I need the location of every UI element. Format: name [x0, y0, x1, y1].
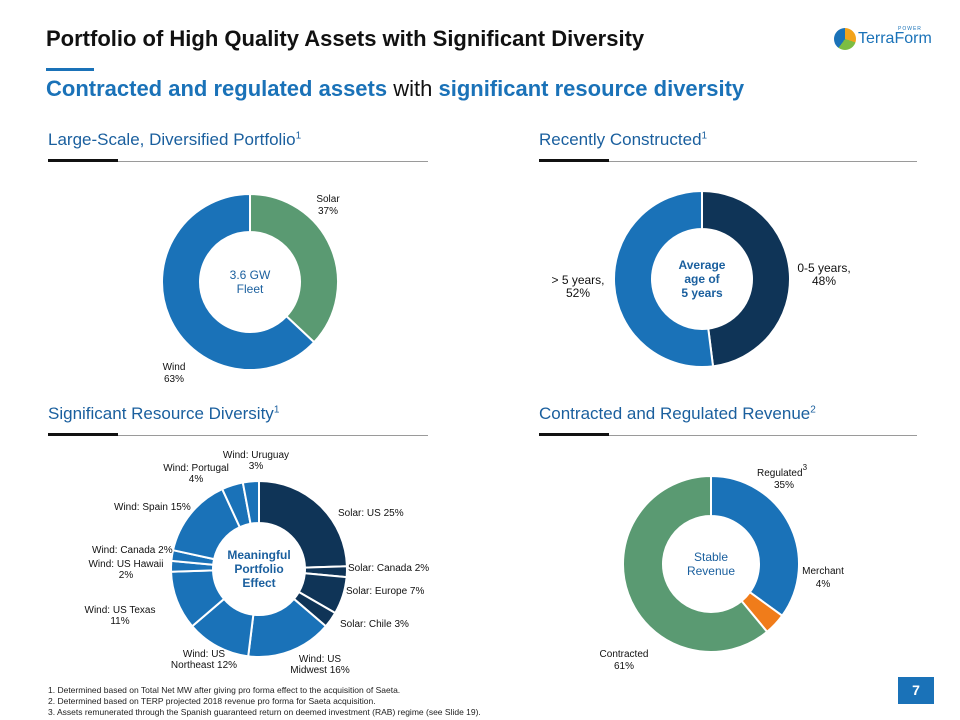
slice-label-wind-spain: Wind: Spain 15% — [114, 502, 191, 513]
slice-label-solar-us: Solar: US 25% — [338, 508, 404, 519]
donut-slice-1 — [161, 192, 316, 371]
title-rule — [46, 68, 94, 71]
slice-label-solar-canada: Solar: Canada 2% — [348, 563, 429, 574]
diversity-slices — [170, 479, 348, 658]
center-label-line: Fleet — [237, 282, 264, 296]
section-title-revenue: Contracted and Regulated Revenue2 — [539, 404, 816, 423]
section-line — [539, 435, 917, 436]
donut-slice-0 — [701, 189, 791, 368]
donut-slice-0 — [710, 474, 800, 618]
slice-label-solar: Solar 37% — [316, 194, 340, 217]
center-label-line: Portfolio — [234, 562, 283, 576]
terraform-logo: TerraForm POWER — [834, 26, 932, 52]
section-title-portfolio: Large-Scale, Diversified Portfolio1 — [48, 130, 302, 149]
slice-label-merchant: Merchant 4% — [802, 566, 844, 590]
section-title-constructed: Recently Constructed1 — [539, 130, 708, 149]
section-accent — [48, 159, 118, 162]
subtitle-connector: with — [387, 76, 439, 101]
slice-label-regulated: Regulated3 35% — [757, 463, 808, 491]
center-label-line: Effect — [242, 576, 275, 590]
page-subtitle: Contracted and regulated assets with sig… — [46, 76, 744, 102]
logo-superscript: POWER — [898, 26, 922, 32]
logo-text: TerraForm — [858, 30, 932, 47]
slice-label-solar-europe: Solar: Europe 7% — [346, 586, 424, 597]
donut-slice-0 — [249, 192, 339, 344]
slice-label-wind: Wind 63% — [163, 362, 186, 385]
section-accent — [539, 433, 609, 436]
donut-slice-11 — [241, 479, 260, 525]
slice-label-wind-us-northeast: Wind: US Northeast 12% — [171, 649, 237, 671]
footnote-3: 3. Assets remunerated through the Spanis… — [48, 707, 481, 717]
slice-label-wind-us-midwest: Wind: US Midwest 16% — [290, 654, 350, 676]
slice-label-over-5-years: > 5 years, 52% — [551, 273, 604, 300]
donut-slice-0 — [258, 479, 348, 569]
section-line — [48, 161, 428, 162]
footnote-2: 2. Determined based on TERP projected 20… — [48, 696, 376, 706]
section-accent — [48, 433, 118, 436]
slice-label-contracted: Contracted 61% — [600, 649, 649, 672]
slice-label-wind-uruguay: Wind: Uruguay 3% — [223, 450, 289, 472]
slice-label-wind-portugal: Wind: Portugal 4% — [163, 463, 229, 485]
center-label-line: Meaningful — [227, 548, 290, 562]
center-label-line: Average — [679, 258, 726, 272]
subtitle-highlight-2: significant resource diversity — [438, 76, 745, 101]
age-slices — [613, 189, 791, 368]
subtitle-highlight-1: Contracted and regulated assets — [46, 76, 388, 101]
center-label-line: age of — [684, 272, 720, 286]
footnotes: 1. Determined based on Total Net MW afte… — [48, 685, 481, 718]
section-title-diversity: Significant Resource Diversity1 — [48, 404, 280, 423]
donut-slice-2 — [622, 474, 769, 653]
center-label-line: Revenue — [687, 564, 735, 578]
donut-slice-1 — [613, 189, 715, 368]
slice-label-0-5-years: 0-5 years, 48% — [797, 261, 850, 288]
revenue-slices — [622, 474, 800, 653]
center-label-line: 3.6 GW — [230, 268, 271, 282]
center-label-line: 5 years — [681, 286, 723, 300]
footnote-1: 1. Determined based on Total Net MW afte… — [48, 685, 401, 695]
slice-label-wind-canada: Wind: Canada 2% — [92, 545, 173, 556]
portfolio-slices — [161, 192, 339, 371]
section-accent — [539, 159, 609, 162]
slice-label-wind-us-texas: Wind: US Texas 11% — [85, 605, 156, 627]
slice-label-wind-us-hawaii: Wind: US Hawaii 2% — [88, 559, 163, 581]
center-label-line: Stable — [694, 550, 728, 564]
section-line — [539, 161, 917, 162]
logo-mark-icon — [834, 28, 856, 50]
page-number: 7 — [898, 677, 934, 704]
slice-label-solar-chile: Solar: Chile 3% — [340, 619, 409, 630]
section-line — [48, 435, 428, 436]
page-title: Portfolio of High Quality Assets with Si… — [46, 26, 645, 51]
